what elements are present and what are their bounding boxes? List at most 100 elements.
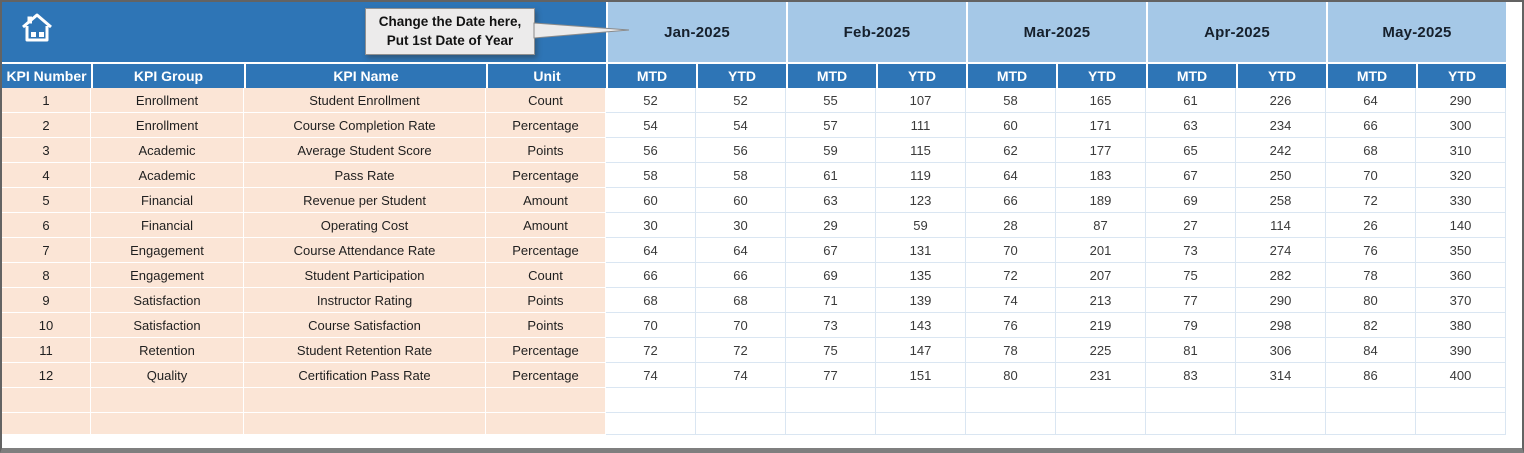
- cell-row3-jan-2025-mtd[interactable]: 56: [606, 138, 696, 163]
- cell-row7-feb-2025-mtd[interactable]: 67: [786, 238, 876, 263]
- cell-row11-kpi-number[interactable]: 11: [2, 338, 91, 363]
- cell-row1-feb-2025-ytd[interactable]: 107: [876, 88, 966, 113]
- cell-empty[interactable]: [1326, 388, 1416, 413]
- cell-row3-feb-2025-ytd[interactable]: 115: [876, 138, 966, 163]
- cell-row2-unit[interactable]: Percentage: [486, 113, 606, 138]
- cell-row11-apr-2025-mtd[interactable]: 81: [1146, 338, 1236, 363]
- cell-row1-mar-2025-mtd[interactable]: 58: [966, 88, 1056, 113]
- cell-row2-may-2025-mtd[interactable]: 66: [1326, 113, 1416, 138]
- cell-row9-apr-2025-mtd[interactable]: 77: [1146, 288, 1236, 313]
- cell-row9-jan-2025-ytd[interactable]: 68: [696, 288, 786, 313]
- cell-row6-mar-2025-mtd[interactable]: 28: [966, 213, 1056, 238]
- cell-row8-apr-2025-ytd[interactable]: 282: [1236, 263, 1326, 288]
- cell-row6-may-2025-mtd[interactable]: 26: [1326, 213, 1416, 238]
- cell-row1-feb-2025-mtd[interactable]: 55: [786, 88, 876, 113]
- cell-row1-may-2025-mtd[interactable]: 64: [1326, 88, 1416, 113]
- cell-row10-apr-2025-ytd[interactable]: 298: [1236, 313, 1326, 338]
- cell-row7-apr-2025-ytd[interactable]: 274: [1236, 238, 1326, 263]
- cell-row8-unit[interactable]: Count: [486, 263, 606, 288]
- cell-row2-jan-2025-mtd[interactable]: 54: [606, 113, 696, 138]
- cell-row9-may-2025-ytd[interactable]: 370: [1416, 288, 1506, 313]
- cell-row2-may-2025-ytd[interactable]: 300: [1416, 113, 1506, 138]
- cell-row12-kpi-number[interactable]: 12: [2, 363, 91, 388]
- cell-row12-feb-2025-ytd[interactable]: 151: [876, 363, 966, 388]
- cell-row6-feb-2025-mtd[interactable]: 29: [786, 213, 876, 238]
- cell-row7-unit[interactable]: Percentage: [486, 238, 606, 263]
- cell-row1-jan-2025-ytd[interactable]: 52: [696, 88, 786, 113]
- cell-row4-jan-2025-mtd[interactable]: 58: [606, 163, 696, 188]
- cell-row9-feb-2025-mtd[interactable]: 71: [786, 288, 876, 313]
- cell-row6-may-2025-ytd[interactable]: 140: [1416, 213, 1506, 238]
- cell-row8-kpi-group[interactable]: Engagement: [91, 263, 244, 288]
- cell-empty[interactable]: [696, 388, 786, 413]
- cell-empty[interactable]: [91, 388, 244, 413]
- cell-row3-apr-2025-mtd[interactable]: 65: [1146, 138, 1236, 163]
- cell-row9-kpi-number[interactable]: 9: [2, 288, 91, 313]
- month-header-may-2025[interactable]: May-2025: [1326, 2, 1506, 62]
- cell-row9-jan-2025-mtd[interactable]: 68: [606, 288, 696, 313]
- cell-row3-mar-2025-ytd[interactable]: 177: [1056, 138, 1146, 163]
- cell-row11-mar-2025-ytd[interactable]: 225: [1056, 338, 1146, 363]
- cell-row4-kpi-name[interactable]: Pass Rate: [244, 163, 486, 188]
- cell-row10-mar-2025-ytd[interactable]: 219: [1056, 313, 1146, 338]
- cell-row12-apr-2025-mtd[interactable]: 83: [1146, 363, 1236, 388]
- cell-row1-kpi-name[interactable]: Student Enrollment: [244, 88, 486, 113]
- cell-row6-kpi-number[interactable]: 6: [2, 213, 91, 238]
- cell-row10-kpi-name[interactable]: Course Satisfaction: [244, 313, 486, 338]
- cell-row7-kpi-name[interactable]: Course Attendance Rate: [244, 238, 486, 263]
- cell-row10-kpi-group[interactable]: Satisfaction: [91, 313, 244, 338]
- cell-empty[interactable]: [244, 413, 486, 435]
- cell-row3-apr-2025-ytd[interactable]: 242: [1236, 138, 1326, 163]
- cell-row2-mar-2025-mtd[interactable]: 60: [966, 113, 1056, 138]
- month-header-feb-2025[interactable]: Feb-2025: [786, 2, 966, 62]
- cell-row8-mar-2025-ytd[interactable]: 207: [1056, 263, 1146, 288]
- cell-row4-apr-2025-ytd[interactable]: 250: [1236, 163, 1326, 188]
- cell-row7-mar-2025-ytd[interactable]: 201: [1056, 238, 1146, 263]
- cell-row8-may-2025-ytd[interactable]: 360: [1416, 263, 1506, 288]
- cell-row6-kpi-group[interactable]: Financial: [91, 213, 244, 238]
- cell-row4-mar-2025-ytd[interactable]: 183: [1056, 163, 1146, 188]
- cell-row4-apr-2025-mtd[interactable]: 67: [1146, 163, 1236, 188]
- cell-empty[interactable]: [696, 413, 786, 435]
- cell-row3-jan-2025-ytd[interactable]: 56: [696, 138, 786, 163]
- cell-row1-jan-2025-mtd[interactable]: 52: [606, 88, 696, 113]
- cell-row7-apr-2025-mtd[interactable]: 73: [1146, 238, 1236, 263]
- cell-row6-kpi-name[interactable]: Operating Cost: [244, 213, 486, 238]
- cell-empty[interactable]: [1326, 413, 1416, 435]
- cell-row5-mar-2025-ytd[interactable]: 189: [1056, 188, 1146, 213]
- cell-row7-kpi-number[interactable]: 7: [2, 238, 91, 263]
- cell-row5-kpi-name[interactable]: Revenue per Student: [244, 188, 486, 213]
- cell-row5-jan-2025-ytd[interactable]: 60: [696, 188, 786, 213]
- cell-row6-mar-2025-ytd[interactable]: 87: [1056, 213, 1146, 238]
- cell-row8-mar-2025-mtd[interactable]: 72: [966, 263, 1056, 288]
- cell-row2-kpi-group[interactable]: Enrollment: [91, 113, 244, 138]
- cell-row1-kpi-group[interactable]: Enrollment: [91, 88, 244, 113]
- cell-row1-apr-2025-mtd[interactable]: 61: [1146, 88, 1236, 113]
- cell-empty[interactable]: [244, 388, 486, 413]
- cell-empty[interactable]: [1146, 388, 1236, 413]
- cell-row11-unit[interactable]: Percentage: [486, 338, 606, 363]
- cell-row5-mar-2025-mtd[interactable]: 66: [966, 188, 1056, 213]
- cell-row2-apr-2025-mtd[interactable]: 63: [1146, 113, 1236, 138]
- cell-empty[interactable]: [486, 388, 606, 413]
- cell-row2-mar-2025-ytd[interactable]: 171: [1056, 113, 1146, 138]
- cell-row11-feb-2025-mtd[interactable]: 75: [786, 338, 876, 363]
- cell-row12-unit[interactable]: Percentage: [486, 363, 606, 388]
- cell-row5-may-2025-mtd[interactable]: 72: [1326, 188, 1416, 213]
- cell-row5-jan-2025-mtd[interactable]: 60: [606, 188, 696, 213]
- cell-empty[interactable]: [1056, 413, 1146, 435]
- cell-row11-jan-2025-mtd[interactable]: 72: [606, 338, 696, 363]
- cell-row11-kpi-name[interactable]: Student Retention Rate: [244, 338, 486, 363]
- cell-row3-feb-2025-mtd[interactable]: 59: [786, 138, 876, 163]
- cell-row5-feb-2025-ytd[interactable]: 123: [876, 188, 966, 213]
- cell-empty[interactable]: [91, 413, 244, 435]
- cell-row2-apr-2025-ytd[interactable]: 234: [1236, 113, 1326, 138]
- cell-row5-unit[interactable]: Amount: [486, 188, 606, 213]
- cell-row1-may-2025-ytd[interactable]: 290: [1416, 88, 1506, 113]
- cell-row3-may-2025-ytd[interactable]: 310: [1416, 138, 1506, 163]
- cell-row2-feb-2025-mtd[interactable]: 57: [786, 113, 876, 138]
- cell-row7-feb-2025-ytd[interactable]: 131: [876, 238, 966, 263]
- cell-row11-jan-2025-ytd[interactable]: 72: [696, 338, 786, 363]
- month-header-jan-2025[interactable]: Jan-2025: [606, 2, 786, 62]
- cell-row5-may-2025-ytd[interactable]: 330: [1416, 188, 1506, 213]
